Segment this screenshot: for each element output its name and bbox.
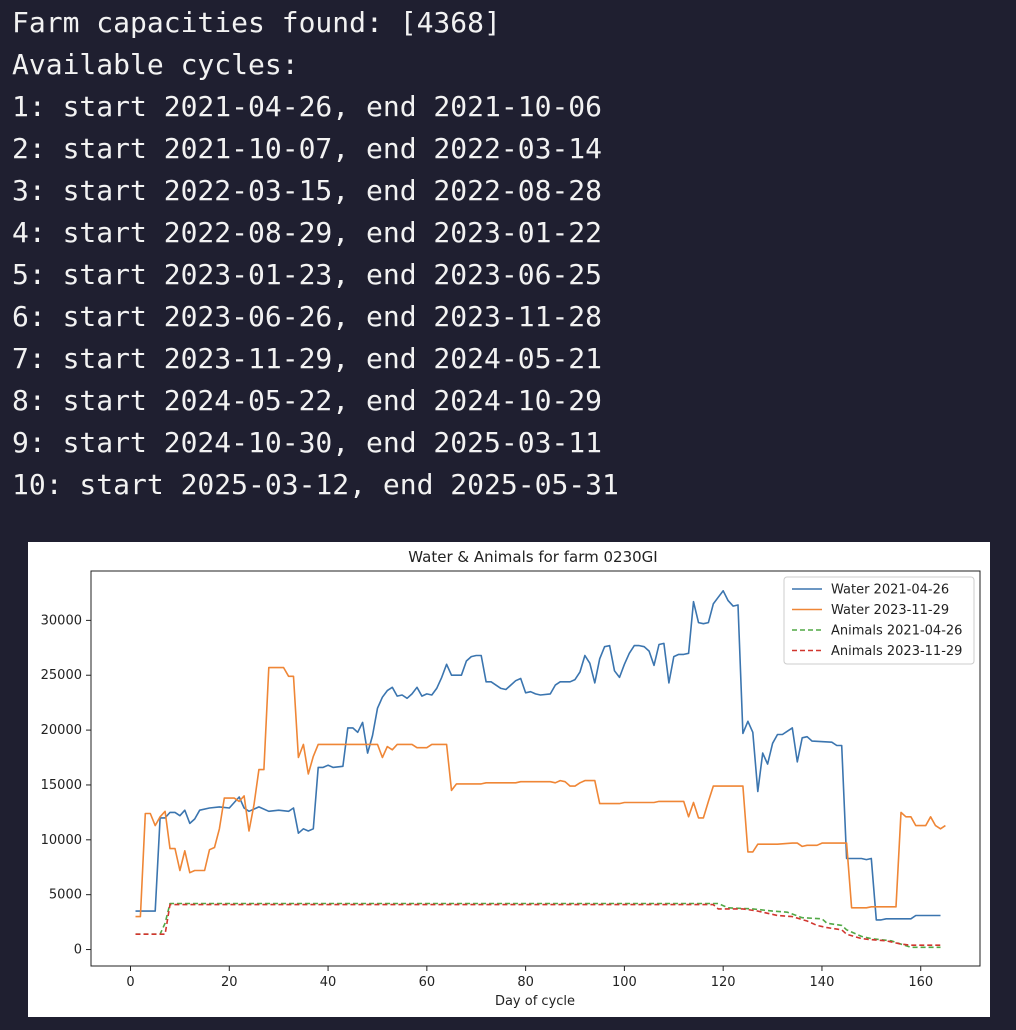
x-tick-label: 40	[320, 975, 337, 990]
legend-label: Animals 2023-11-29	[831, 644, 962, 659]
plot-area-frame	[90, 570, 981, 967]
legend-frame	[783, 576, 975, 665]
y-tick-label: 0	[74, 943, 82, 958]
chart-title: Water & Animals for farm 0230GI	[408, 548, 657, 566]
legend-label: Water 2021-04-26	[831, 583, 949, 598]
console-line: 5: start 2023-01-23, end 2023-06-25	[12, 258, 603, 291]
console-line: 10: start 2025-03-12, end 2025-05-31	[12, 468, 619, 501]
console-line: 7: start 2023-11-29, end 2024-05-21	[12, 342, 603, 375]
series-line-1	[135, 589, 941, 921]
chart-image: Water & Animals for farm 0230GI 0 20 40 60 8…	[28, 542, 990, 1017]
y-tick-label: 25000	[41, 668, 82, 683]
y-tick-label: 10000	[41, 833, 82, 848]
line-chart: Water & Animals for farm 0230GI 0 20 40 60 8…	[41, 548, 981, 1009]
y-tick-label: 5000	[49, 888, 82, 903]
x-tick-label: 20	[221, 975, 238, 990]
legend-label: Animals 2021-04-26	[831, 624, 962, 639]
series-line-2	[135, 666, 946, 918]
y-tick-label: 30000	[41, 613, 82, 628]
y-tick-label: 20000	[41, 723, 82, 738]
x-tick-label: 120	[711, 975, 736, 990]
series-lines	[135, 589, 946, 949]
x-tick-label: 140	[810, 975, 835, 990]
console-line: 1: start 2021-04-26, end 2021-10-06	[12, 90, 603, 123]
series-line-4	[135, 903, 941, 947]
console-line: Available cycles:	[12, 48, 299, 81]
console-line: 6: start 2023-06-26, end 2023-11-28	[12, 300, 603, 333]
x-axis-label: Day of cycle	[495, 994, 575, 1009]
legend-label: Water 2023-11-29	[831, 603, 949, 618]
x-tick-label: 0	[126, 975, 134, 990]
x-tick-label: 160	[908, 975, 933, 990]
console-line: Farm capacities found: [4368]	[12, 6, 501, 39]
axis-ticks: 0 20 40 60 80 100 120 140 160 0 5000 10000 15000 2000…	[41, 613, 934, 990]
console-line: 3: start 2022-03-15, end 2022-08-28	[12, 174, 603, 207]
console-line: 2: start 2021-10-07, end 2022-03-14	[12, 132, 603, 165]
console-line: 4: start 2022-08-29, end 2023-01-22	[12, 216, 603, 249]
legend: Water 2021-04-26 Water 2023-11-29 Animals …	[783, 576, 975, 665]
console-line: 9: start 2024-10-30, end 2025-03-11	[12, 426, 603, 459]
console-line: 8: start 2024-05-22, end 2024-10-29	[12, 384, 603, 417]
x-tick-label: 60	[419, 975, 436, 990]
y-tick-label: 15000	[41, 778, 82, 793]
x-tick-label: 80	[517, 975, 534, 990]
x-tick-label: 100	[612, 975, 637, 990]
console-output: Farm capacities found: [4368] Available c…	[12, 2, 619, 506]
